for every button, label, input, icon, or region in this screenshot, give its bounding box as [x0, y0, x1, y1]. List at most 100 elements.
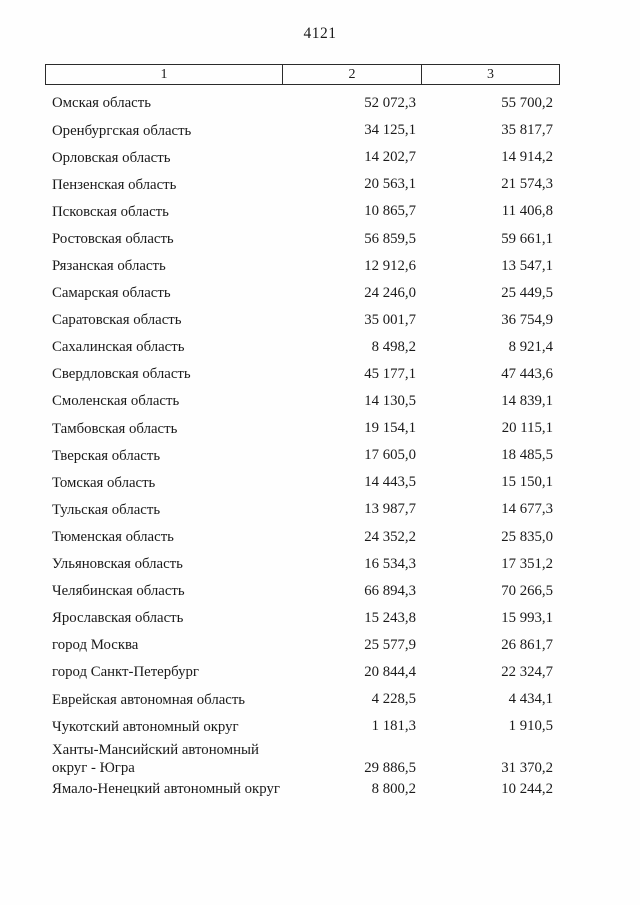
value-col-3: 31 370,2 — [501, 760, 553, 777]
value-col-3: 70 266,5 — [501, 582, 553, 599]
value-col-2: 15 243,8 — [364, 609, 416, 626]
value-col-3: 35 817,7 — [501, 122, 553, 139]
value-col-2: 12 912,6 — [364, 257, 416, 274]
value-col-3: 1 910,5 — [508, 718, 553, 735]
region-name: Оренбургская область — [52, 122, 192, 139]
value-col-2: 14 443,5 — [364, 474, 416, 491]
table-row: Еврейская автономная область 4 228,5 4 4… — [45, 686, 560, 713]
table-row: Омская область 52 072,3 55 700,2 — [45, 90, 560, 117]
table-row: Сахалинская область 8 498,2 8 921,4 — [45, 334, 560, 361]
value-col-2: 29 886,5 — [364, 760, 416, 777]
region-name: Ульяновская область — [52, 556, 183, 573]
region-name: Сахалинская область — [52, 339, 185, 356]
table-row: Свердловская область 45 177,1 47 443,6 — [45, 361, 560, 388]
table-row: Рязанская область 12 912,6 13 547,1 — [45, 253, 560, 280]
region-name: Чукотский автономный округ — [52, 718, 239, 735]
value-col-2: 34 125,1 — [364, 122, 416, 139]
table-row: Самарская область 24 246,0 25 449,5 — [45, 280, 560, 307]
value-col-3: 14 839,1 — [501, 393, 553, 410]
value-col-2: 16 534,3 — [364, 555, 416, 572]
value-col-3: 59 661,1 — [501, 230, 553, 247]
region-name: Омская область — [52, 95, 151, 112]
table-row: Тюменская область 24 352,2 25 835,0 — [45, 524, 560, 551]
value-col-2: 24 352,2 — [364, 528, 416, 545]
table-row: город Москва 25 577,9 26 861,7 — [45, 632, 560, 659]
value-col-3: 8 921,4 — [508, 338, 553, 355]
value-col-2: 45 177,1 — [364, 365, 416, 382]
region-name: Тульская область — [52, 501, 161, 518]
value-col-2: 8 498,2 — [371, 338, 416, 355]
page-number: 4121 — [303, 25, 337, 42]
region-name: Ямало-Ненецкий автономный округ — [52, 781, 280, 798]
table-row: Тверская область 17 605,0 18 485,5 — [45, 442, 560, 469]
region-name: город Москва — [52, 637, 139, 654]
value-col-3: 14 677,3 — [501, 501, 553, 518]
region-name: Орловская область — [52, 149, 171, 166]
table-header-col-3: 3 — [487, 66, 494, 82]
value-col-2: 17 605,0 — [364, 447, 416, 464]
value-col-3: 15 150,1 — [501, 474, 553, 491]
value-col-2: 8 800,2 — [371, 781, 416, 798]
table-row: Смоленская область 14 130,5 14 839,1 — [45, 388, 560, 415]
region-name: Челябинская область — [52, 583, 185, 600]
value-col-2: 52 072,3 — [364, 95, 416, 112]
value-col-2: 14 130,5 — [364, 393, 416, 410]
value-col-3: 13 547,1 — [501, 257, 553, 274]
region-name: Смоленская область — [52, 393, 180, 410]
value-col-3: 20 115,1 — [501, 420, 553, 437]
value-col-2: 20 563,1 — [364, 176, 416, 193]
region-name: Самарская область — [52, 285, 171, 302]
table-row: Тамбовская область 19 154,1 20 115,1 — [45, 415, 560, 442]
value-col-3: 25 835,0 — [501, 528, 553, 545]
table-row: Ямало-Ненецкий автономный округ 8 800,2 … — [45, 779, 560, 800]
table-row: Тульская область 13 987,7 14 677,3 — [45, 496, 560, 523]
value-col-3: 25 449,5 — [501, 284, 553, 301]
value-col-3: 4 434,1 — [508, 691, 553, 708]
table-header-col-2: 2 — [283, 65, 422, 84]
region-name: Пензенская область — [52, 176, 177, 193]
value-col-2: 25 577,9 — [364, 636, 416, 653]
value-col-2: 13 987,7 — [364, 501, 416, 518]
table-row: Орловская область 14 202,7 14 914,2 — [45, 144, 560, 171]
region-name: Еврейская автономная область — [52, 691, 246, 708]
value-col-2: 66 894,3 — [364, 582, 416, 599]
value-col-3: 14 914,2 — [501, 149, 553, 166]
region-name: Рязанская область — [52, 258, 166, 274]
value-col-2: 10 865,7 — [364, 203, 416, 220]
table-row: Пензенская область 20 563,1 21 574,3 — [45, 171, 560, 198]
table-row: Чукотский автономный округ 1 181,3 1 910… — [45, 713, 560, 740]
value-col-2: 24 246,0 — [364, 284, 416, 301]
table-row: Ханты-Мансийский автономный округ - Югра… — [45, 740, 560, 779]
table-header-row: 1 2 3 — [45, 64, 560, 85]
table-row: Саратовская область 35 001,7 36 754,9 — [45, 307, 560, 334]
table-row: Томская область 14 443,5 15 150,1 — [45, 469, 560, 496]
table-row: Оренбургская область 34 125,1 35 817,7 — [45, 117, 560, 144]
table-row: Ростовская область 56 859,5 59 661,1 — [45, 225, 560, 252]
value-col-2: 1 181,3 — [371, 718, 416, 735]
value-col-3: 11 406,8 — [501, 203, 553, 220]
value-col-2: 35 001,7 — [364, 311, 416, 328]
value-col-3: 17 351,2 — [501, 555, 553, 572]
region-name: Тверская область — [52, 447, 161, 464]
region-name: Псковская область — [52, 203, 169, 220]
table-header-col-1: 1 — [46, 65, 283, 84]
value-col-2: 4 228,5 — [371, 691, 416, 708]
table-row: Псковская область 10 865,7 11 406,8 — [45, 198, 560, 225]
table-row: Челябинская область 66 894,3 70 266,5 — [45, 578, 560, 605]
region-name: Ханты-Мансийский автономный округ - Югра — [52, 742, 259, 777]
value-col-2: 19 154,1 — [364, 420, 416, 437]
table-row: Ульяновская область 16 534,3 17 351,2 — [45, 551, 560, 578]
table-row: Ярославская область 15 243,8 15 993,1 — [45, 605, 560, 632]
region-name: Томская область — [52, 474, 156, 491]
value-col-2: 56 859,5 — [364, 230, 416, 247]
value-col-3: 15 993,1 — [501, 609, 553, 626]
value-col-3: 55 700,2 — [501, 95, 553, 112]
table-row: город Санкт-Петербург 20 844,4 22 324,7 — [45, 659, 560, 686]
value-col-3: 10 244,2 — [501, 781, 553, 798]
value-col-2: 14 202,7 — [364, 149, 416, 166]
region-name: Ярославская область — [52, 610, 184, 627]
value-col-3: 18 485,5 — [501, 447, 553, 464]
table-body: Омская область 52 072,3 55 700,2 Оренбур… — [45, 85, 560, 800]
region-name: город Санкт-Петербург — [52, 664, 199, 681]
